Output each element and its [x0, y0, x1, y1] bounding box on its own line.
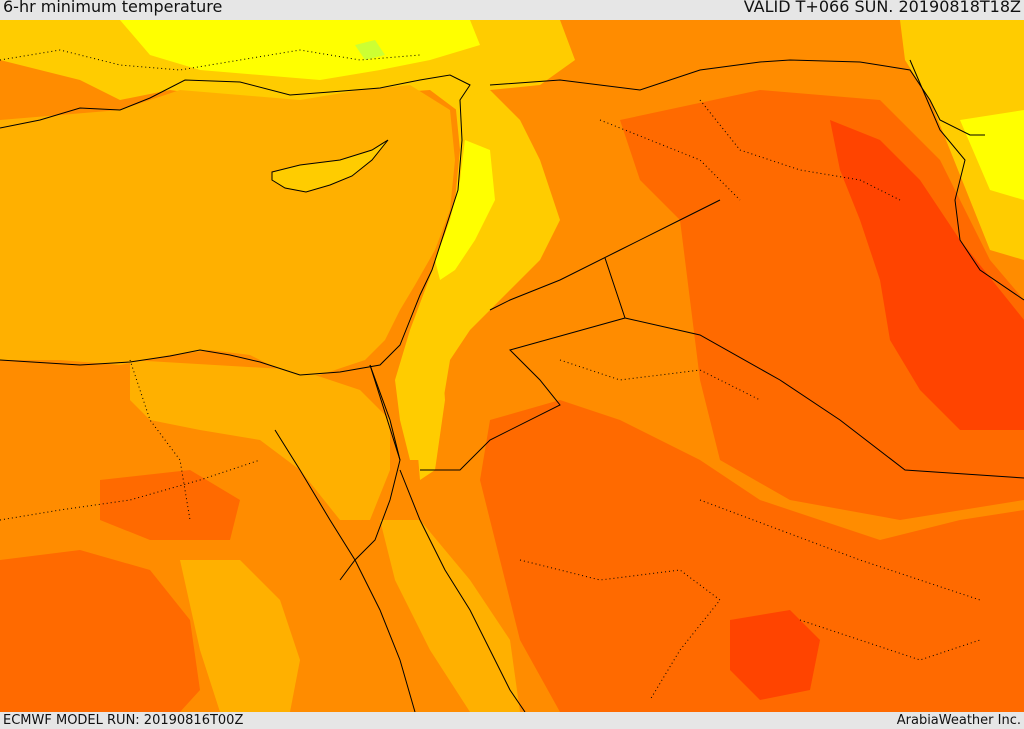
map-title: 6-hr minimum temperature — [3, 0, 223, 16]
red-sea-west-coast — [274, 429, 416, 712]
temperature-map — [0, 20, 1024, 712]
internal-boundary-3 — [519, 559, 721, 701]
internal-boundary-1 — [0, 459, 261, 521]
map-area — [0, 20, 1024, 712]
saudi-very-hot-spot — [730, 610, 820, 700]
cool-spot — [355, 40, 385, 60]
header-bar: 6-hr minimum temperature VALID T+066 SUN… — [0, 0, 1024, 20]
jordan-border — [420, 257, 626, 471]
mesopotamia-very-hot-zone — [830, 120, 1024, 430]
iraq-saudi-border — [624, 317, 1024, 479]
egypt-west-hot-zone — [0, 550, 200, 712]
egypt-central-hot-zone — [100, 470, 240, 540]
iran-iraq-border — [909, 59, 1024, 301]
mediterranean-sea — [0, 85, 455, 375]
turkey-coastline — [0, 74, 471, 141]
sinai-mild-zone — [130, 360, 390, 520]
northeast-cool-zone — [960, 110, 1024, 200]
cyprus — [271, 139, 389, 193]
levant-cool-strip — [435, 140, 495, 280]
internal-boundary-2 — [129, 359, 191, 521]
model-run: ECMWF MODEL RUN: 20190816T00Z — [3, 713, 244, 728]
red-sea-east-coast — [399, 469, 526, 712]
egypt-israel-border — [369, 364, 401, 461]
valid-time: VALID T+066 SUN. 20190818T18Z — [743, 0, 1021, 16]
internal-boundary-9 — [599, 119, 741, 201]
syria-iraq-south-border — [489, 199, 721, 311]
northeast-mild-zone — [900, 20, 1024, 260]
syria-iraq-border — [489, 59, 985, 136]
saudi-hot-zone — [480, 400, 1024, 712]
footer-bar: ECMWF MODEL RUN: 20190816T00Z ArabiaWeat… — [0, 712, 1024, 729]
credit: ArabiaWeather Inc. — [896, 713, 1021, 728]
egypt-coastline — [0, 349, 301, 376]
nile-mild-zone — [180, 560, 300, 712]
red-sea-mild-zone — [380, 520, 520, 712]
internal-boundary-4 — [699, 499, 981, 601]
jordan-valley-mild — [415, 330, 445, 480]
levant-coastline — [299, 139, 463, 376]
